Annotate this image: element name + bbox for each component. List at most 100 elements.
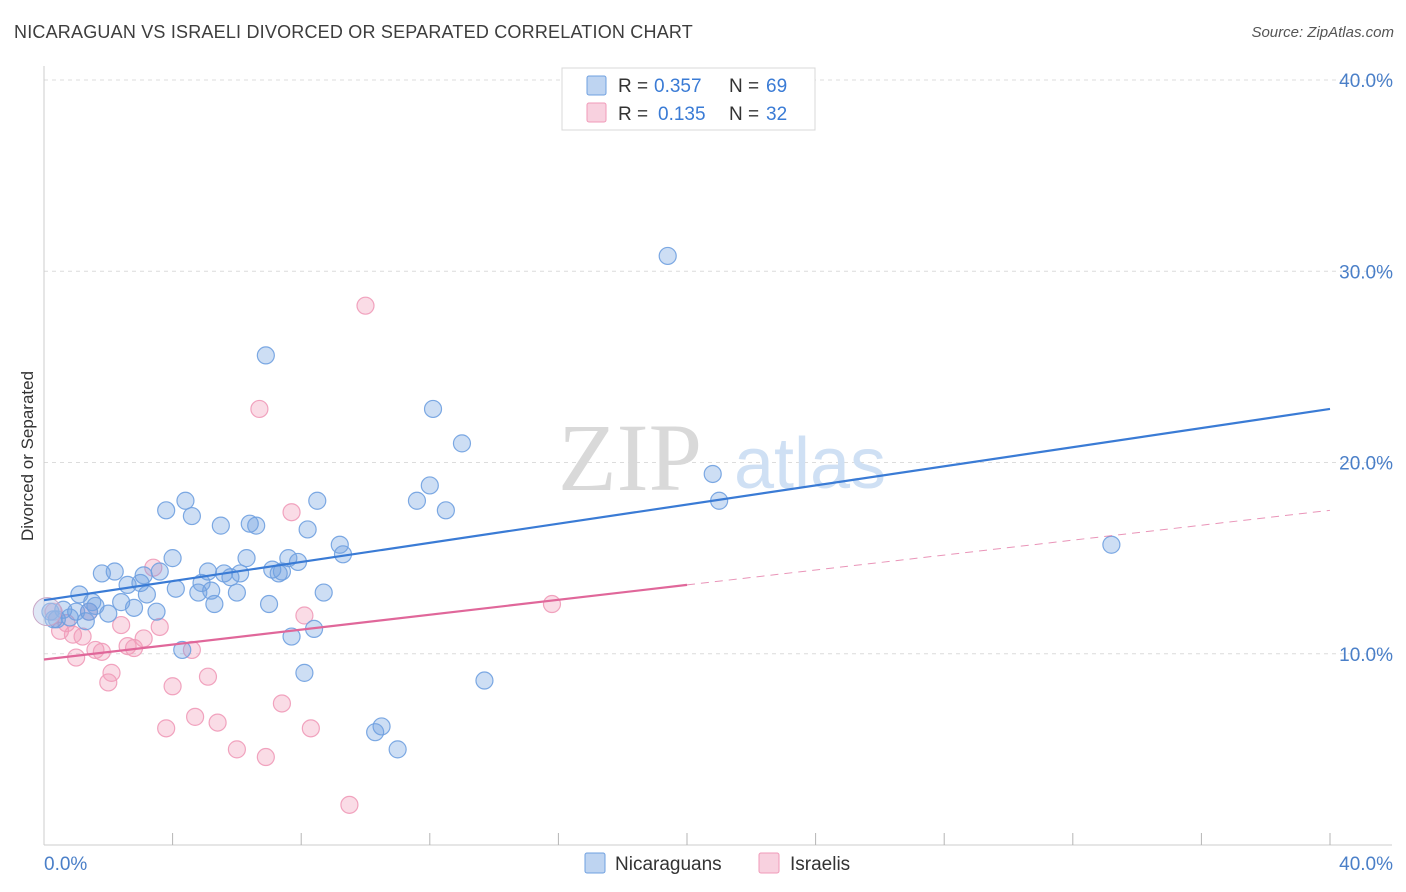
x-tick-label: 0.0% [44, 854, 87, 875]
data-point-nicaraguans [388, 740, 407, 759]
data-point-nicaraguans [150, 562, 169, 581]
y-tick-label: 30.0% [1339, 262, 1393, 283]
legend-stats-box [561, 67, 816, 131]
data-point-israelis [186, 707, 205, 726]
data-point-israelis [295, 606, 314, 625]
trend-line-extension-israelis [686, 509, 1331, 586]
data-point-cluster [32, 597, 62, 627]
data-point-nicaraguans [330, 535, 349, 554]
y-tick-label: 20.0% [1339, 454, 1393, 475]
data-point-israelis [282, 503, 301, 522]
y-tick-label: 10.0% [1339, 645, 1393, 666]
data-point-israelis [198, 667, 218, 686]
data-point-israelis [134, 629, 153, 648]
legend-r-value: 0.357 [654, 76, 702, 97]
chart-title: NICARAGUAN VS ISRAELI DIVORCED OR SEPARA… [14, 22, 693, 42]
legend-r-value: 0.135 [658, 104, 706, 125]
data-point-nicaraguans [99, 604, 118, 623]
data-point-nicaraguans [452, 434, 472, 453]
watermark-atlas: atlas [734, 424, 886, 504]
data-point-israelis [102, 663, 121, 682]
watermark-zip: ZIP [558, 404, 702, 511]
data-point-nicaraguans [134, 566, 153, 585]
legend-r-label: R = [618, 104, 648, 125]
data-point-nicaraguans [436, 501, 455, 520]
data-point-israelis [208, 713, 227, 732]
data-point-nicaraguans [192, 573, 211, 593]
data-point-nicaraguans [372, 717, 391, 736]
data-point-nicaraguans [658, 246, 677, 266]
data-point-nicaraguans [298, 520, 317, 539]
y-tick-label: 40.0% [1339, 71, 1393, 92]
trend-line-nicaraguans [43, 407, 1331, 602]
data-point-nicaraguans [67, 602, 86, 621]
data-point-nicaraguans [240, 514, 259, 533]
data-point-israelis [163, 677, 182, 696]
data-point-nicaraguans [76, 612, 95, 631]
trend-line-israelis [43, 583, 688, 661]
data-point-israelis [340, 795, 359, 814]
legend-swatch-nicaraguans [586, 75, 607, 96]
data-point-nicaraguans [44, 610, 63, 629]
data-point-nicaraguans [420, 476, 439, 495]
data-point-israelis [67, 648, 86, 667]
data-point-israelis [99, 673, 118, 692]
data-point-nicaraguans [137, 585, 156, 604]
data-point-nicaraguans [314, 583, 333, 602]
data-point-nicaraguans [231, 564, 250, 583]
data-point-israelis [227, 740, 246, 759]
data-point-nicaraguans [202, 581, 221, 600]
data-point-israelis [112, 615, 131, 635]
data-point-nicaraguans [237, 549, 256, 568]
data-point-nicaraguans [1102, 535, 1121, 554]
data-point-israelis [301, 719, 320, 738]
data-point-israelis [542, 594, 562, 614]
data-point-nicaraguans [157, 501, 176, 520]
legend-n-value: 32 [766, 104, 787, 125]
data-point-nicaraguans [176, 491, 195, 510]
watermark: ZIP atlas [558, 404, 886, 511]
data-point-nicaraguans [256, 346, 275, 365]
x-tick-labels: 0.0% 40.0% [44, 854, 1393, 875]
axes [43, 66, 1392, 846]
grid-lines [44, 79, 1392, 655]
data-point-nicaraguans [147, 602, 166, 621]
data-point-nicaraguans [105, 562, 124, 581]
source-credit: Source: ZipAtlas.com [1251, 24, 1394, 41]
data-point-nicaraguans [295, 663, 314, 682]
data-point-nicaraguans [247, 516, 266, 535]
data-point-nicaraguans [124, 598, 144, 617]
data-point-nicaraguans [211, 516, 230, 535]
trend-lines [43, 407, 1331, 661]
y-tick-labels: 10.0% 20.0% 30.0% 40.0% [1339, 71, 1393, 666]
legend-item-nicaraguans: Nicaraguans [615, 854, 722, 875]
legend-r-label: R = [618, 76, 648, 97]
legend-n-value: 69 [766, 76, 787, 97]
data-point-nicaraguans [182, 506, 201, 526]
data-point-nicaraguans [205, 594, 224, 614]
data-point-nicaraguans [423, 399, 443, 419]
data-point-nicaraguans [227, 583, 246, 602]
data-point-nicaraguans [475, 671, 494, 690]
data-point-israelis [272, 694, 292, 713]
legend-series: Nicaraguans Israelis [584, 852, 850, 875]
data-point-nicaraguans [308, 491, 327, 510]
data-point-nicaraguans [703, 464, 722, 484]
legend-n-label: N = [729, 104, 759, 125]
legend-item-israelis: Israelis [790, 854, 850, 875]
data-point-nicaraguans [407, 491, 427, 510]
data-point-israelis [250, 399, 269, 419]
legend-swatch-israelis [758, 852, 780, 874]
data-point-nicaraguans [173, 640, 192, 660]
legend-n-label: N = [729, 76, 759, 97]
data-point-israelis [157, 719, 176, 738]
data-point-israelis [356, 296, 375, 315]
x-tick-label: 40.0% [1339, 854, 1393, 875]
legend-swatch-nicaraguans [584, 852, 606, 874]
data-point-nicaraguans [166, 579, 185, 598]
series-israelis-points [44, 296, 562, 814]
data-point-nicaraguans [163, 549, 182, 568]
legend-swatch-israelis [586, 102, 607, 123]
data-point-israelis [256, 747, 275, 767]
